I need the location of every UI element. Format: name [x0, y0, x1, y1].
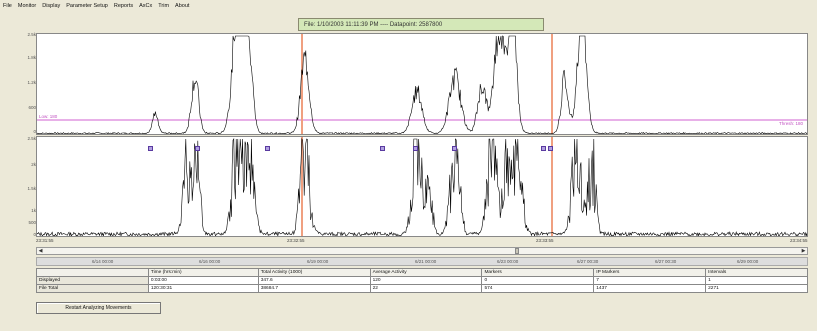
menu-item[interactable]: Monitor: [17, 3, 37, 9]
date-ruler: 6/14 00:00 6/16 00:00 6/19 00:00 6/21 00…: [36, 257, 808, 266]
menu-item[interactable]: Trim: [158, 3, 170, 9]
table-header: Intervals: [705, 268, 808, 277]
plot2-ylabel: 0: [33, 232, 36, 237]
date-label: 6/21 00:00: [415, 259, 437, 264]
time-scrollbar[interactable]: ◀ ▶: [36, 247, 808, 255]
table-header: [36, 268, 149, 277]
date-label: 6/29 00:00: [737, 259, 759, 264]
restart-analyzing-label: Restart Analyzing Movements: [65, 305, 132, 311]
event-marker[interactable]: [195, 146, 200, 151]
scroll-right-icon[interactable]: ▶: [801, 248, 806, 254]
time-label: 23:34:55: [790, 238, 808, 243]
menu-item[interactable]: Parameter Setup: [66, 3, 108, 9]
table-cell: 38684.7: [257, 284, 371, 293]
event-marker[interactable]: [541, 146, 546, 151]
table-row: Displayed 0:03:00 347.6 120 0 7 1: [36, 276, 808, 285]
event-marker[interactable]: [148, 146, 153, 151]
table-header: IP Markers: [593, 268, 707, 277]
menu-item[interactable]: Reports: [113, 3, 134, 9]
table-cell: File Total: [36, 284, 149, 293]
plot1-ylabel: 600: [28, 105, 36, 110]
table-cell: 347.6: [257, 276, 371, 285]
menu-item[interactable]: AxCx: [139, 3, 153, 9]
file-info-banner: File: 1/10/2003 11:11:39 PM ---- Datapoi…: [298, 18, 544, 31]
plot1-ylabel: 1.8k: [27, 55, 36, 60]
event-marker[interactable]: [380, 146, 385, 151]
plot1-ylabel: 1.2k: [27, 80, 36, 85]
table-row: File Total 120:30:31 38684.7 22 574 1437…: [36, 284, 808, 293]
plot2-ylabel: 1.5k: [27, 186, 36, 191]
plot1-ylabel: 0: [33, 129, 36, 134]
date-label: 6/27 00:30: [577, 259, 599, 264]
activity-summary-table: Time (hrs:min) Total Activity (1000) Ave…: [36, 268, 808, 293]
table-cell: 120:30:31: [147, 284, 259, 293]
event-marker[interactable]: [548, 146, 553, 151]
event-marker[interactable]: [265, 146, 270, 151]
table-cell: 574: [481, 284, 595, 293]
date-label: 6/23 00:00: [497, 259, 519, 264]
menu-bar: File Monitor Display Parameter Setup Reports…: [0, 0, 817, 12]
trace-line-bottom: [37, 138, 807, 236]
activity-trace-top: Low: 180 Thresh: 180: [37, 34, 807, 134]
table-cell: 120: [369, 276, 483, 285]
time-label: 23:32:55: [287, 238, 305, 243]
table-header: Time (hrs:min): [147, 268, 259, 277]
table-cell: Displayed: [36, 276, 149, 285]
plot1-ylabel: 2.5k: [27, 32, 36, 37]
table-cell: 1: [705, 276, 808, 285]
table-header: Markers: [481, 268, 595, 277]
plot2-ylabel: 2.5k: [27, 136, 36, 141]
restart-analyzing-button[interactable]: Restart Analyzing Movements: [36, 302, 161, 314]
trace-line-top: [37, 35, 807, 134]
threshold-label-right: Thresh: 180: [779, 121, 804, 126]
event-marker[interactable]: [452, 146, 457, 151]
threshold-label-left: Low: 180: [39, 114, 58, 119]
time-label: 23:33:55: [536, 238, 554, 243]
table-cell: 0:03:00: [147, 276, 259, 285]
table-cell: 1437: [593, 284, 707, 293]
date-label: 6/19 00:00: [307, 259, 329, 264]
date-label: 6/14 00:00: [92, 259, 114, 264]
table-header: Average Activity: [369, 268, 483, 277]
activity-trace-bottom: [37, 137, 807, 236]
event-marker[interactable]: [413, 146, 418, 151]
scroll-thumb[interactable]: [515, 248, 519, 254]
activity-plot-bottom[interactable]: [36, 136, 808, 237]
table-cell: 22: [369, 284, 483, 293]
table-cell: 0: [481, 276, 595, 285]
time-label: 23:31:55: [36, 238, 54, 243]
date-label: 6/16 00:00: [199, 259, 221, 264]
plot2-ylabel: 2k: [31, 162, 36, 167]
date-label: 6/27 00:30: [655, 259, 677, 264]
table-header-row: Time (hrs:min) Total Activity (1000) Ave…: [36, 268, 808, 277]
menu-item[interactable]: Display: [42, 3, 61, 9]
table-cell: 7: [593, 276, 707, 285]
scroll-left-icon[interactable]: ◀: [38, 248, 43, 254]
table-cell: 2271: [705, 284, 808, 293]
plot2-ylabel: 500: [28, 220, 36, 225]
file-info-text: File: 1/10/2003 11:11:39 PM ---- Datapoi…: [304, 21, 443, 28]
menu-item[interactable]: About: [175, 3, 190, 9]
menu-item[interactable]: File: [3, 3, 12, 9]
table-header: Total Activity (1000): [257, 268, 371, 277]
plot2-ylabel: 1k: [31, 208, 36, 213]
activity-plot-top[interactable]: Low: 180 Thresh: 180: [36, 33, 808, 135]
